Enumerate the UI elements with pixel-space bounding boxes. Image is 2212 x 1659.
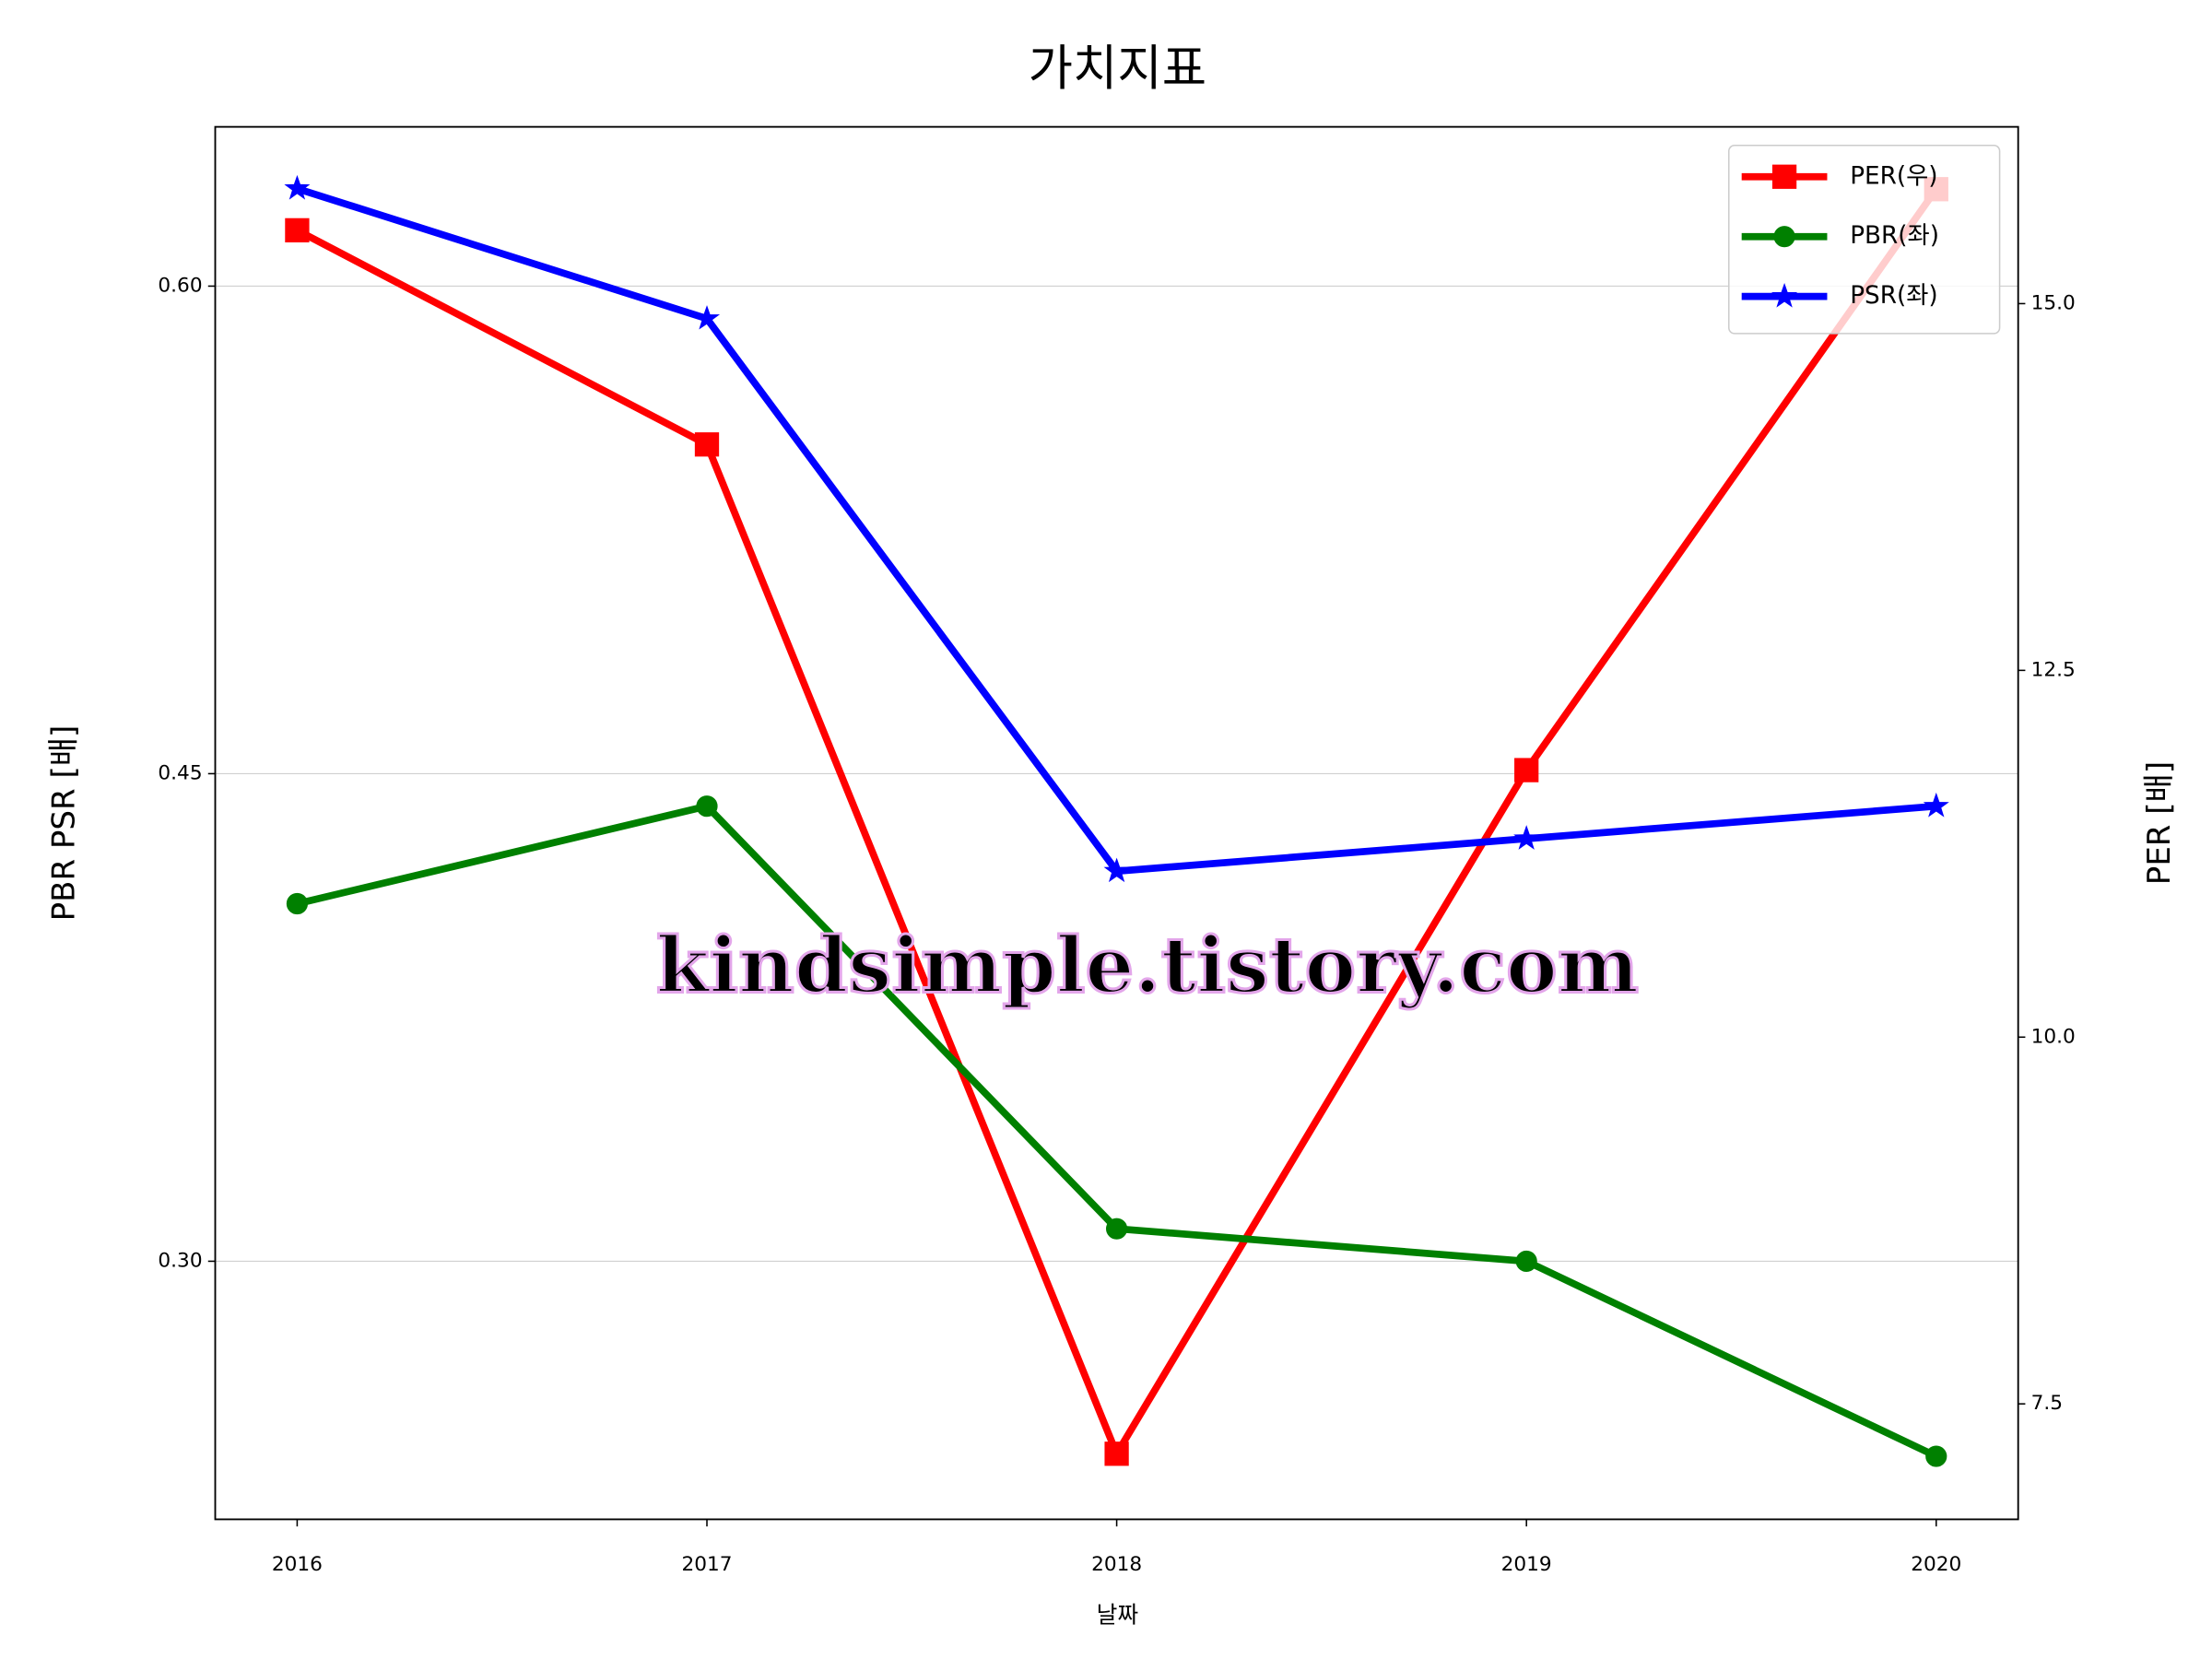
axes-frame <box>214 125 2019 1521</box>
marker <box>1104 1441 1129 1466</box>
x-axis-label: 날짜 <box>1097 1602 1139 1629</box>
marker <box>1923 792 1949 818</box>
legend-label: PBR(좌) <box>1850 222 1939 250</box>
watermark: kindsimple.tistory.com <box>656 921 1640 1011</box>
legend-label: PER(우) <box>1850 162 1937 190</box>
x-tick-label: 2018 <box>1091 1553 1142 1576</box>
y2-tick-label: 12.5 <box>2031 658 2076 681</box>
marker <box>1925 1445 1947 1467</box>
y-tick-label: 0.45 <box>158 761 202 784</box>
marker <box>1771 164 1797 189</box>
y-axis-label: PBR PSR [배] <box>46 725 83 922</box>
y2-tick-label: 7.5 <box>2031 1392 2063 1415</box>
marker <box>696 795 718 818</box>
marker <box>286 892 309 915</box>
marker <box>284 174 311 200</box>
marker <box>1771 282 1798 308</box>
marker <box>1106 1218 1128 1240</box>
y2-tick-label: 10.0 <box>2031 1025 2076 1048</box>
x-tick-label: 2017 <box>681 1553 732 1576</box>
x-tick-label: 2019 <box>1501 1553 1552 1576</box>
marker <box>1773 226 1795 248</box>
marker <box>694 432 720 457</box>
legend: PER(우) PBR(좌) PSR(좌) <box>1728 144 2001 335</box>
x-tick-label: 2016 <box>272 1553 323 1576</box>
y2-axis-label: PER [배] <box>2141 761 2178 885</box>
marker <box>1515 1250 1537 1273</box>
marker <box>285 218 310 242</box>
chart-title: 가치지표 <box>1029 41 1206 97</box>
y2-tick-label: 15.0 <box>2031 291 2076 314</box>
legend-label: PSR(좌) <box>1850 282 1937 310</box>
y-tick-label: 0.60 <box>158 274 202 297</box>
marker <box>1103 857 1130 883</box>
marker <box>1513 825 1540 850</box>
x-tick-label: 2020 <box>1911 1553 1961 1576</box>
legend-box <box>1728 144 2001 335</box>
marker <box>693 305 721 330</box>
y-tick-label: 0.30 <box>158 1249 202 1272</box>
marker <box>1514 758 1539 782</box>
